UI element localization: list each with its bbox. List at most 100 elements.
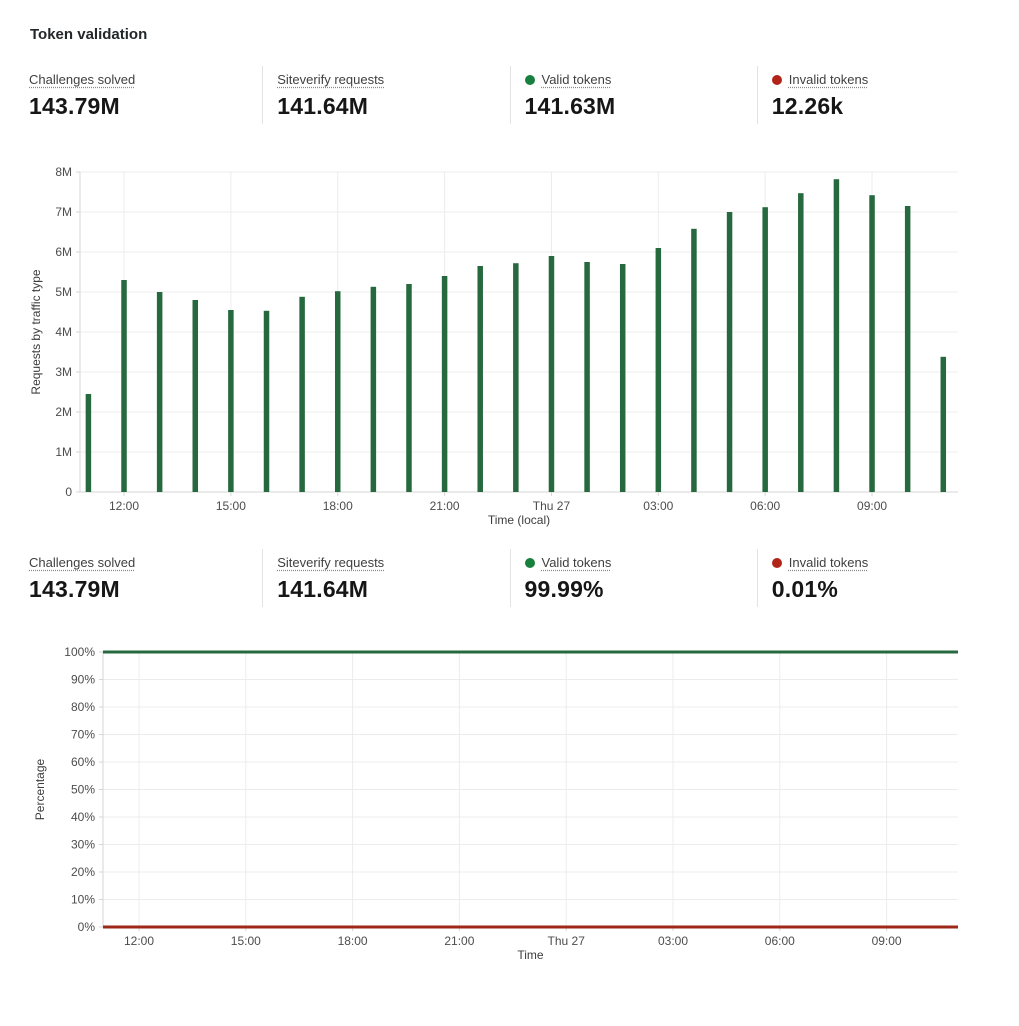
- bar-hour-3[interactable]: [192, 300, 199, 492]
- stat-label-row: Invalid tokens: [771, 72, 1004, 88]
- green-dot-icon: [524, 558, 535, 568]
- x-tick-label: Thu 27: [548, 934, 586, 948]
- stat-challenges-solved: Challenges solved 143.79M: [15, 66, 262, 124]
- stats-row-bottom: Challenges solved 143.79M Siteverify reque…: [15, 549, 1004, 607]
- x-tick-label: 18:00: [338, 934, 368, 948]
- bar-hour-2[interactable]: [156, 292, 163, 492]
- y-tick-label: 100%: [64, 645, 95, 659]
- y-tick-label: 20%: [71, 865, 95, 879]
- stat-value: 143.79M: [29, 93, 120, 119]
- page-title: Token validation: [30, 26, 148, 43]
- bar-hour-13[interactable]: [548, 256, 555, 492]
- y-axis-title: Requests by traffic type: [29, 269, 43, 395]
- y-tick-label: 1M: [55, 445, 72, 459]
- x-tick-label: 06:00: [765, 934, 795, 948]
- stat-label[interactable]: Invalid tokens: [788, 555, 869, 570]
- y-tick-label: 5M: [55, 285, 72, 299]
- stat-label-row: Valid tokens: [524, 555, 757, 571]
- bar-hour-5[interactable]: [263, 310, 270, 492]
- stat-valid-tokens: Valid tokens 99.99%: [509, 549, 757, 607]
- bar-hour-14[interactable]: [584, 262, 590, 492]
- stat-value: 141.64M: [277, 576, 369, 602]
- stat-label[interactable]: Invalid tokens: [788, 72, 869, 87]
- bar-hour-22[interactable]: [869, 195, 875, 492]
- stats-row-top: Challenges solved 143.79M Siteverify reque…: [15, 66, 1004, 124]
- y-axis-title: Percentage: [33, 758, 47, 820]
- requests-by-traffic-type-chart: 12:00 15:00 18:00 21:00 Thu 27 03:00 06:00 09:0…: [29, 165, 958, 527]
- bar-hour-11[interactable]: [477, 266, 483, 492]
- stat-label[interactable]: Siteverify requests: [277, 72, 385, 87]
- token-validation-page: Token validation Challenges solved 143.79…: [15, 26, 1004, 962]
- x-tick-label: 15:00: [216, 499, 246, 513]
- stat-valid-tokens: Valid tokens 141.63M: [509, 66, 757, 124]
- x-tick-label: 03:00: [658, 934, 688, 948]
- stat-label-row: Siteverify requests: [277, 555, 509, 571]
- y-tick-label: 60%: [71, 755, 95, 769]
- stat-label[interactable]: Challenges solved: [29, 72, 136, 87]
- stat-label[interactable]: Challenges solved: [29, 555, 136, 570]
- x-tick-label: 09:00: [872, 934, 902, 948]
- y-tick-label: 30%: [71, 838, 95, 852]
- stat-value: 141.63M: [524, 93, 616, 119]
- y-tick-label: 0: [65, 485, 72, 499]
- y-tick-label: 4M: [55, 325, 72, 339]
- bar-hour-9[interactable]: [406, 284, 412, 492]
- stat-invalid-tokens: Invalid tokens 0.01%: [756, 549, 1004, 607]
- stat-label-row: Invalid tokens: [771, 555, 1004, 571]
- stat-label-row: Challenges solved: [29, 72, 262, 88]
- x-axis-title: Time (local): [488, 513, 550, 527]
- bar-hour-15[interactable]: [619, 264, 626, 492]
- y-tick-label: 50%: [71, 783, 95, 797]
- bar-hour-18[interactable]: [726, 212, 733, 492]
- stat-value: 0.01%: [771, 576, 838, 602]
- stat-siteverify-requests: Siteverify requests 141.64M: [262, 66, 509, 124]
- stat-label[interactable]: Siteverify requests: [277, 555, 385, 570]
- bar-hour-24[interactable]: [940, 356, 947, 492]
- bar-hour-12[interactable]: [513, 263, 519, 492]
- stat-label[interactable]: Valid tokens: [541, 72, 612, 87]
- bar-hour-17[interactable]: [691, 228, 697, 493]
- stat-label[interactable]: Valid tokens: [541, 555, 612, 570]
- x-tick-label: 21:00: [430, 499, 460, 513]
- x-tick-label: Thu 27: [533, 499, 571, 513]
- x-tick-label: 06:00: [750, 499, 780, 513]
- y-tick-label: 10%: [71, 893, 95, 907]
- y-tick-label: 0%: [78, 920, 96, 934]
- stat-invalid-tokens: Invalid tokens 12.26k: [756, 66, 1004, 124]
- y-tick-label: 70%: [71, 728, 95, 742]
- x-tick-label: 21:00: [444, 934, 474, 948]
- y-tick-label: 80%: [71, 700, 95, 714]
- red-dot-icon: [771, 75, 782, 85]
- bar-hour-20[interactable]: [798, 193, 804, 492]
- bar-hour-4[interactable]: [228, 310, 234, 492]
- bar-hour-8[interactable]: [370, 286, 377, 492]
- stat-label-row: Challenges solved: [29, 555, 262, 571]
- y-tick-label: 8M: [55, 165, 72, 179]
- stat-value: 12.26k: [771, 93, 844, 119]
- stat-challenges-solved: Challenges solved 143.79M: [15, 549, 262, 607]
- stat-siteverify-requests: Siteverify requests 141.64M: [262, 549, 509, 607]
- bar-hour-23[interactable]: [904, 206, 911, 492]
- y-tick-label: 7M: [55, 205, 72, 219]
- stat-value: 99.99%: [524, 576, 604, 602]
- bar-hour-0[interactable]: [85, 394, 92, 492]
- bar-hour-7[interactable]: [334, 291, 341, 492]
- y-tick-label: 40%: [71, 810, 95, 824]
- y-tick-label: 3M: [55, 365, 72, 379]
- bar-hour-10[interactable]: [441, 276, 448, 492]
- stat-value: 143.79M: [29, 576, 120, 602]
- y-tick-label: 90%: [71, 673, 95, 687]
- green-dot-icon: [524, 75, 535, 85]
- bar-hour-1[interactable]: [121, 280, 127, 492]
- bar-hour-16[interactable]: [655, 248, 662, 492]
- stat-value: 141.64M: [277, 93, 369, 119]
- bar-hour-21[interactable]: [833, 179, 840, 492]
- x-tick-label: 12:00: [124, 934, 154, 948]
- x-tick-label: 03:00: [643, 499, 673, 513]
- stat-label-row: Valid tokens: [524, 72, 757, 88]
- stat-label-row: Siteverify requests: [277, 72, 509, 88]
- percentage-chart: 12:00 15:00 18:00 21:00 Thu 27 03:00 06:00 09:0…: [33, 645, 958, 962]
- bar-hour-19[interactable]: [762, 207, 768, 492]
- x-tick-label: 18:00: [323, 499, 353, 513]
- bar-hour-6[interactable]: [299, 296, 305, 492]
